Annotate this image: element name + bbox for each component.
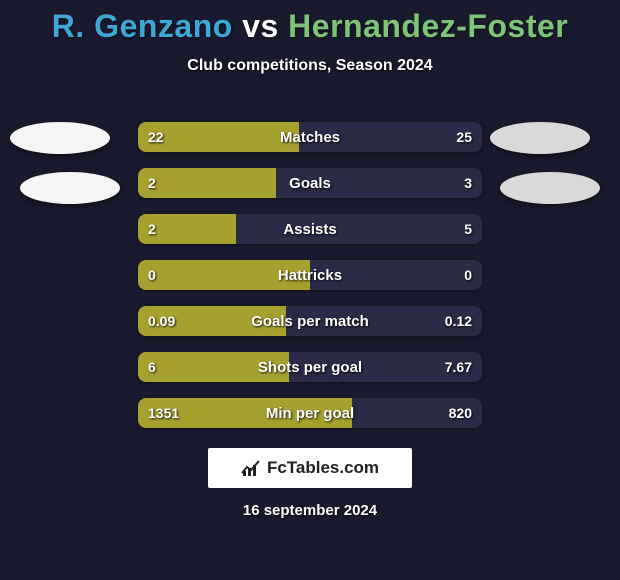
stat-bar-row: 1351820Min per goal xyxy=(138,398,482,428)
page-title: R. Genzano vs Hernandez-Foster xyxy=(0,0,620,45)
date-text: 16 september 2024 xyxy=(0,502,620,519)
player1-name: R. Genzano xyxy=(52,8,233,44)
stats-bars-container: 2225Matches 23Goals 25Assists 00Hattricks 0.… xyxy=(138,122,482,444)
bar-label: Assists xyxy=(138,214,482,244)
bar-label: Shots per goal xyxy=(138,352,482,382)
decorative-ellipse xyxy=(490,122,590,154)
subtitle: Club competitions, Season 2024 xyxy=(0,57,620,75)
stat-bar-row: 2225Matches xyxy=(138,122,482,152)
stat-bar-row: 67.67Shots per goal xyxy=(138,352,482,382)
bar-label: Min per goal xyxy=(138,398,482,428)
decorative-ellipse xyxy=(500,172,600,204)
bar-label: Hattricks xyxy=(138,260,482,290)
bar-label: Matches xyxy=(138,122,482,152)
bar-label: Goals xyxy=(138,168,482,198)
stat-bar-row: 25Assists xyxy=(138,214,482,244)
vs-text: vs xyxy=(242,8,279,44)
decorative-ellipse xyxy=(20,172,120,204)
stat-bar-row: 00Hattricks xyxy=(138,260,482,290)
chart-icon xyxy=(241,459,261,477)
logo-text: FcTables.com xyxy=(267,458,379,478)
decorative-ellipse xyxy=(10,122,110,154)
bar-label: Goals per match xyxy=(138,306,482,336)
stat-bar-row: 0.090.12Goals per match xyxy=(138,306,482,336)
stat-bar-row: 23Goals xyxy=(138,168,482,198)
fctables-logo: FcTables.com xyxy=(208,448,412,488)
player2-name: Hernandez-Foster xyxy=(288,8,568,44)
